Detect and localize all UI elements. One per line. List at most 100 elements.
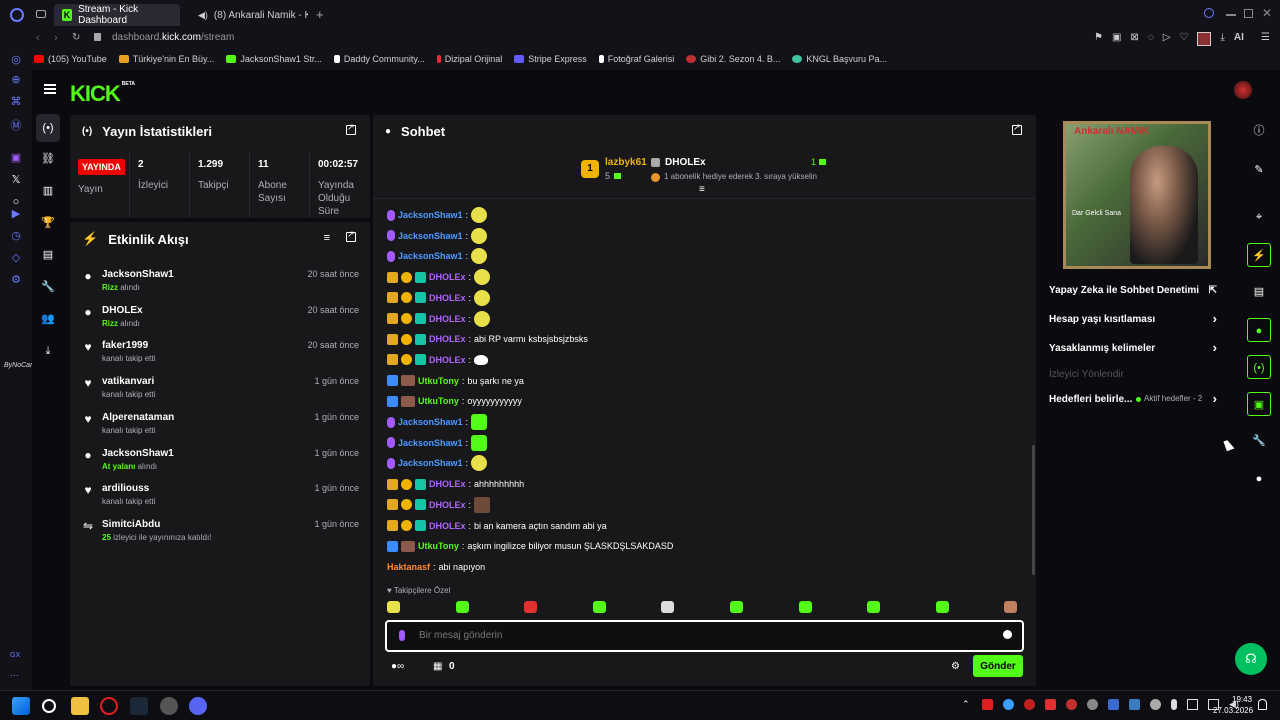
tray-icon[interactable]	[982, 699, 993, 710]
activity-item[interactable]: ♥ ardiliouss kanalı takip etti 1 gün önce	[70, 480, 370, 516]
info-icon[interactable]: ⓘ	[1253, 125, 1265, 137]
discord-icon[interactable]	[189, 697, 207, 715]
m-icon[interactable]: Ⓜ	[10, 120, 22, 132]
support-button[interactable]: ☊	[1235, 643, 1267, 675]
ai-label[interactable]: AI	[1233, 32, 1244, 43]
bookmark-item[interactable]: Fotoğraf Galerisi	[598, 54, 674, 64]
aria-icon[interactable]: ◎	[11, 54, 21, 66]
bolt-icon[interactable]: ⚡	[1247, 243, 1271, 267]
activity-username[interactable]: faker1999	[102, 340, 149, 352]
app-icon[interactable]	[160, 697, 178, 715]
network-icon[interactable]	[1208, 699, 1219, 710]
opera-gx-icon[interactable]	[100, 697, 118, 715]
chat-username[interactable]: DHOLEx	[429, 334, 466, 345]
emote-picker-icon[interactable]	[1004, 601, 1018, 613]
activity-username[interactable]: ardiliouss	[102, 483, 150, 495]
heart-icon[interactable]: ♡	[1179, 32, 1189, 43]
store-icon[interactable]: ▦	[433, 661, 443, 672]
activity-username[interactable]: DHOLEx	[102, 304, 143, 316]
vpn-icon[interactable]: ◌	[1147, 32, 1154, 43]
tray-icon[interactable]	[1003, 699, 1014, 710]
microphone-icon[interactable]	[1171, 699, 1177, 710]
chat-username[interactable]: DHOLEx	[429, 292, 466, 303]
chat-username[interactable]: JacksonShaw1	[398, 458, 463, 469]
tab-overview-icon[interactable]	[36, 10, 46, 18]
camera-icon[interactable]: ⌖	[1255, 211, 1263, 223]
layout-icon[interactable]: ▣	[1247, 392, 1271, 416]
tab-youtube[interactable]: ◀) (8) Ankarali Namik - Ko	[184, 4, 308, 26]
usb-icon[interactable]	[1187, 699, 1198, 710]
kick-logo[interactable]: KICK BETA	[70, 81, 135, 107]
bookmark-item[interactable]: Türkiye'nin En Büy...	[118, 54, 214, 64]
chat-icon[interactable]: ●	[1247, 318, 1271, 342]
twitch-icon[interactable]: ▣	[10, 152, 22, 164]
tab-kick-dashboard[interactable]: K Stream - Kick Dashboard	[54, 4, 180, 26]
tools-nav-icon[interactable]: 🔧	[41, 281, 55, 293]
activity-username[interactable]: SimitciAbdu	[102, 518, 161, 530]
headset-icon[interactable]	[1087, 699, 1098, 710]
opera-logo-icon[interactable]	[10, 8, 24, 22]
shield-icon[interactable]: ⊠	[1130, 32, 1139, 43]
banned-words-row[interactable]: Yasaklanmış kelimeler ›	[1049, 340, 1229, 355]
sidebar-more-icon[interactable]: ○	[12, 196, 20, 208]
snapshot-icon[interactable]: ▣	[1111, 32, 1122, 43]
chat-username[interactable]: DHOLEx	[429, 313, 466, 324]
users-icon[interactable]: ●∞	[391, 661, 405, 672]
maximize-button[interactable]	[1244, 9, 1253, 18]
player-icon[interactable]: ▶	[11, 208, 21, 220]
users-icon[interactable]: ●	[1255, 473, 1263, 485]
chat-scrollbar[interactable]	[1032, 445, 1035, 575]
emote-picker-icon[interactable]	[592, 601, 606, 613]
emote-picker-icon[interactable]	[867, 601, 881, 613]
profile-avatar[interactable]	[1197, 32, 1212, 46]
menu-icon[interactable]: ☰	[1260, 32, 1270, 43]
pinboard-icon[interactable]: ◇	[11, 252, 21, 264]
leader-2-name[interactable]: DHOLEx	[665, 157, 706, 168]
x-icon[interactable]: 𝕏	[11, 174, 21, 186]
leader-name[interactable]: lazbyk61	[605, 157, 647, 168]
activity-item[interactable]: ♥ Alperenataman kanalı takip etti 1 gün ön…	[70, 409, 370, 445]
gx-icon[interactable]: GX	[10, 652, 21, 659]
emote-picker-icon[interactable]	[524, 601, 538, 613]
ai-moderation-link[interactable]: Yapay Zeka ile Sohbet Denetimi ⇱	[1049, 285, 1229, 296]
chat-username[interactable]: JacksonShaw1	[398, 417, 463, 427]
activity-username[interactable]: vatikanvari	[102, 376, 155, 388]
bookmark-item[interactable]: KNGL Başvuru Pa...	[792, 54, 887, 64]
chat-username[interactable]: DHOLEx	[429, 479, 466, 490]
chat-username[interactable]: DHOLEx	[429, 499, 466, 510]
back-icon[interactable]: ‹	[36, 32, 40, 44]
edit-icon[interactable]: ✎	[1254, 164, 1264, 176]
activity-username[interactable]: Alperenataman	[102, 411, 175, 423]
chat-username[interactable]: UtkuTony	[418, 541, 459, 552]
chevron-up-icon[interactable]: ⌃	[962, 699, 970, 709]
volume-icon[interactable]: ◀)	[1229, 699, 1239, 709]
opera-ai-icon[interactable]: ⊕	[11, 74, 21, 86]
tray-icon[interactable]	[1129, 699, 1140, 710]
stream-nav-icon[interactable]: (•)	[36, 114, 60, 142]
emote-picker-icon[interactable]	[661, 601, 675, 613]
filter-icon[interactable]: ≡	[323, 232, 330, 244]
forward-icon[interactable]: ›	[54, 32, 58, 44]
bookmark-item[interactable]: Stripe Express	[514, 54, 587, 64]
activity-username[interactable]: JacksonShaw1	[102, 447, 174, 459]
chat-username[interactable]: JacksonShaw1	[398, 437, 463, 448]
chat-input[interactable]: Bir mesaj gönderin	[385, 620, 1024, 652]
send-button[interactable]: Gönder	[973, 655, 1023, 677]
microphone-icon[interactable]	[399, 630, 405, 641]
new-tab-button[interactable]: +	[316, 7, 324, 22]
activity-item[interactable]: ● JacksonShaw1 At yalanı alındı 1 gün önce	[70, 445, 370, 481]
tray-icon[interactable]	[1045, 699, 1056, 710]
trophy-nav-icon[interactable]: 🏆	[41, 217, 55, 229]
wrench-icon[interactable]: 🔧	[1252, 435, 1266, 447]
bookmark-icon[interactable]: ⚑	[1094, 32, 1103, 43]
bookmark-item[interactable]: JacksonShaw1 Str...	[226, 54, 322, 64]
chat-username[interactable]: Haktanasf	[387, 561, 431, 572]
minimize-button[interactable]	[1226, 14, 1236, 16]
chat-username[interactable]: UtkuTony	[418, 375, 459, 386]
tray-icon[interactable]	[1024, 699, 1035, 710]
collapse-icon[interactable]: ≡	[699, 184, 705, 195]
popout-icon[interactable]	[346, 122, 356, 135]
media-nav-icon[interactable]: ▤	[42, 249, 54, 261]
popout-icon[interactable]	[1012, 122, 1022, 135]
activity-item[interactable]: ● JacksonShaw1 Rizz alındı 20 saat önce	[70, 266, 370, 302]
